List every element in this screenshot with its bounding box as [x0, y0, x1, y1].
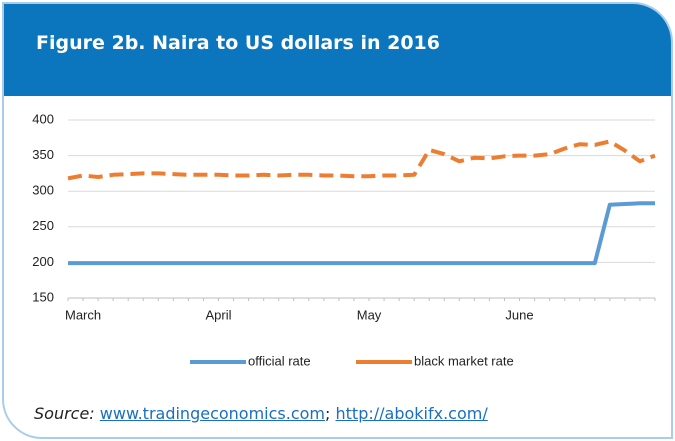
x-tick-label: March	[65, 307, 101, 322]
source: Source: www.tradingeconomics.com; http:/…	[34, 404, 488, 423]
legend-label: official rate	[248, 353, 311, 368]
source-label: Source:	[34, 404, 95, 423]
y-tick-label: 250	[32, 218, 54, 233]
x-tick-label: June	[505, 307, 533, 322]
chart: 150 200 250 300 350 400 March April May June offic…	[32, 111, 656, 368]
separator: ;	[325, 404, 331, 423]
line	[68, 201, 655, 266]
chart-title: Figure 2b. Naira to US dollars in 2016	[36, 32, 440, 54]
link[interactable]: http://abokifx.com/	[335, 404, 488, 423]
y-tick-label: 200	[32, 254, 54, 269]
x-tick-label: April	[206, 307, 232, 322]
link[interactable]: www.tradingeconomics.com	[99, 404, 326, 423]
legend-label: black market rate	[414, 353, 514, 368]
y-tick-label: 400	[32, 111, 54, 126]
y-tick-label: 300	[32, 183, 54, 198]
y-tick-label: 350	[32, 147, 54, 162]
header: Figure 2b. Naira to US dollars in 2016	[4, 4, 671, 96]
y-tick-label: 150	[32, 289, 54, 304]
line	[67, 139, 656, 181]
x-tick-label: May	[357, 307, 382, 322]
